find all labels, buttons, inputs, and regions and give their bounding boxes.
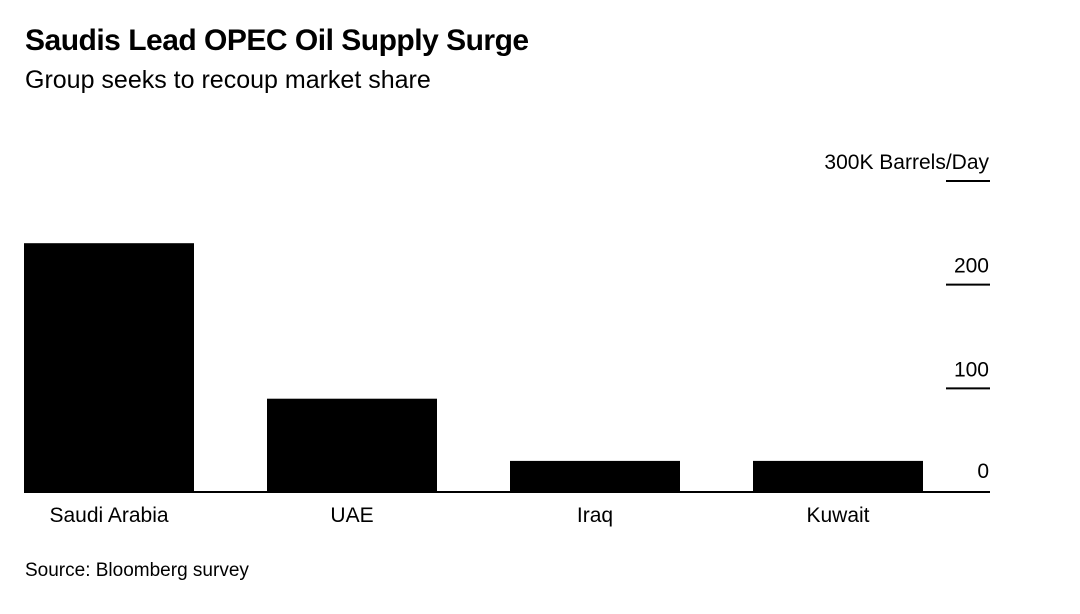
x-tick-label: UAE [330,504,373,527]
y-tick-label: 300K Barrels/Day [824,151,989,174]
bar-kuwait [753,460,923,492]
chart-title: Saudis Lead OPEC Oil Supply Surge [25,24,529,57]
bar-saudi-arabia [24,243,194,492]
y-tick-label: 0 [977,460,989,483]
x-tick-label: Saudi Arabia [49,504,168,527]
source-note: Source: Bloomberg survey [25,560,249,581]
bar-iraq [510,460,680,492]
x-tick-label: Iraq [577,504,613,527]
y-tick-label: 100 [954,358,989,381]
bar-uae [267,398,437,492]
chart-subtitle: Group seeks to recoup market share [25,66,431,94]
bar-series [24,243,923,492]
x-axis: Saudi Arabia UAE Iraq Kuwait [49,504,869,527]
y-tick-label: 200 [954,255,989,278]
y-axis: 0 100 200 300K Barrels/Day [824,151,990,483]
x-tick-label: Kuwait [806,504,869,527]
